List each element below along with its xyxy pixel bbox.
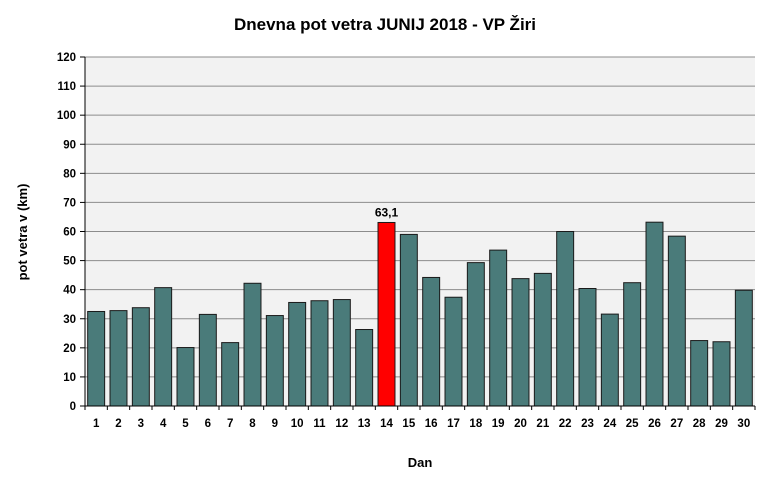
y-tick-label: 30 — [63, 314, 76, 326]
x-tick-label: 16 — [425, 418, 438, 430]
bar — [734, 289, 753, 407]
y-tick-label: 70 — [63, 197, 76, 209]
y-tick-label: 80 — [63, 168, 76, 180]
x-tick-label: 24 — [603, 418, 616, 430]
bar — [399, 233, 418, 407]
y-tick-label: 10 — [63, 372, 76, 384]
x-tick-label: 8 — [249, 418, 256, 430]
x-tick-label: 10 — [291, 418, 304, 430]
bar — [489, 249, 508, 407]
bar — [422, 276, 441, 407]
x-tick-label: 15 — [402, 418, 415, 430]
x-tick-label: 22 — [559, 418, 572, 430]
bar — [444, 296, 463, 407]
x-tick-label: 17 — [447, 418, 460, 430]
x-tick-label: 2 — [115, 418, 121, 430]
y-tick-label: 40 — [63, 285, 76, 297]
bar — [511, 278, 530, 407]
x-tick-label: 25 — [626, 418, 639, 430]
x-tick-label: 30 — [737, 418, 750, 430]
y-tick-label: 110 — [57, 81, 76, 93]
bar — [533, 272, 552, 407]
bar — [355, 329, 374, 407]
bar — [600, 313, 619, 407]
x-tick-label: 20 — [514, 418, 527, 430]
x-tick-label: 29 — [715, 418, 728, 430]
bar — [198, 313, 217, 407]
bar — [109, 310, 128, 407]
bar — [310, 300, 329, 407]
bar — [645, 221, 664, 407]
x-tick-label: 13 — [358, 418, 371, 430]
bar — [556, 231, 575, 407]
x-tick-label: 27 — [670, 418, 683, 430]
bar — [690, 340, 709, 407]
bar — [265, 315, 284, 407]
y-tick-label: 90 — [63, 139, 76, 151]
x-tick-label: 14 — [380, 418, 393, 430]
chart-title: Dnevna pot vetra JUNIJ 2018 - VP Žiri — [234, 15, 536, 34]
y-tick-label: 120 — [57, 52, 76, 64]
x-tick-label: 4 — [160, 418, 167, 430]
y-tick-label: 20 — [63, 343, 76, 355]
bar — [288, 301, 307, 407]
bar-highlight — [377, 221, 396, 407]
data-label: 63,1 — [375, 205, 399, 219]
bar — [221, 342, 240, 407]
y-tick-label: 0 — [70, 401, 76, 413]
x-tick-label: 7 — [227, 418, 233, 430]
x-tick-label: 28 — [693, 418, 706, 430]
x-tick-label: 9 — [272, 418, 278, 430]
y-axis-label: pot vetra v (km) — [15, 184, 30, 281]
x-tick-label: 11 — [313, 418, 326, 430]
x-tick-label: 3 — [138, 418, 144, 430]
x-tick-label: 12 — [335, 418, 348, 430]
y-tick-label: 60 — [63, 227, 76, 239]
x-tick-label: 18 — [469, 418, 482, 430]
bar — [154, 287, 173, 407]
bar — [466, 262, 485, 407]
x-tick-label: 23 — [581, 418, 594, 430]
x-tick-label: 21 — [536, 418, 549, 430]
x-tick-label: 26 — [648, 418, 661, 430]
x-axis-label: Dan — [408, 455, 433, 470]
x-tick-label: 5 — [182, 418, 189, 430]
bar — [131, 307, 150, 407]
bar — [623, 282, 642, 407]
y-tick-label: 50 — [63, 256, 76, 268]
bar — [667, 235, 686, 407]
bar — [176, 347, 195, 407]
bar — [332, 299, 351, 407]
x-tick-label: 19 — [492, 418, 505, 430]
x-tick-label: 1 — [93, 418, 100, 430]
bar — [712, 341, 731, 407]
y-tick-label: 100 — [57, 110, 76, 122]
bar — [578, 288, 597, 407]
bar — [87, 310, 106, 407]
bar — [243, 282, 262, 407]
x-tick-label: 6 — [205, 418, 211, 430]
